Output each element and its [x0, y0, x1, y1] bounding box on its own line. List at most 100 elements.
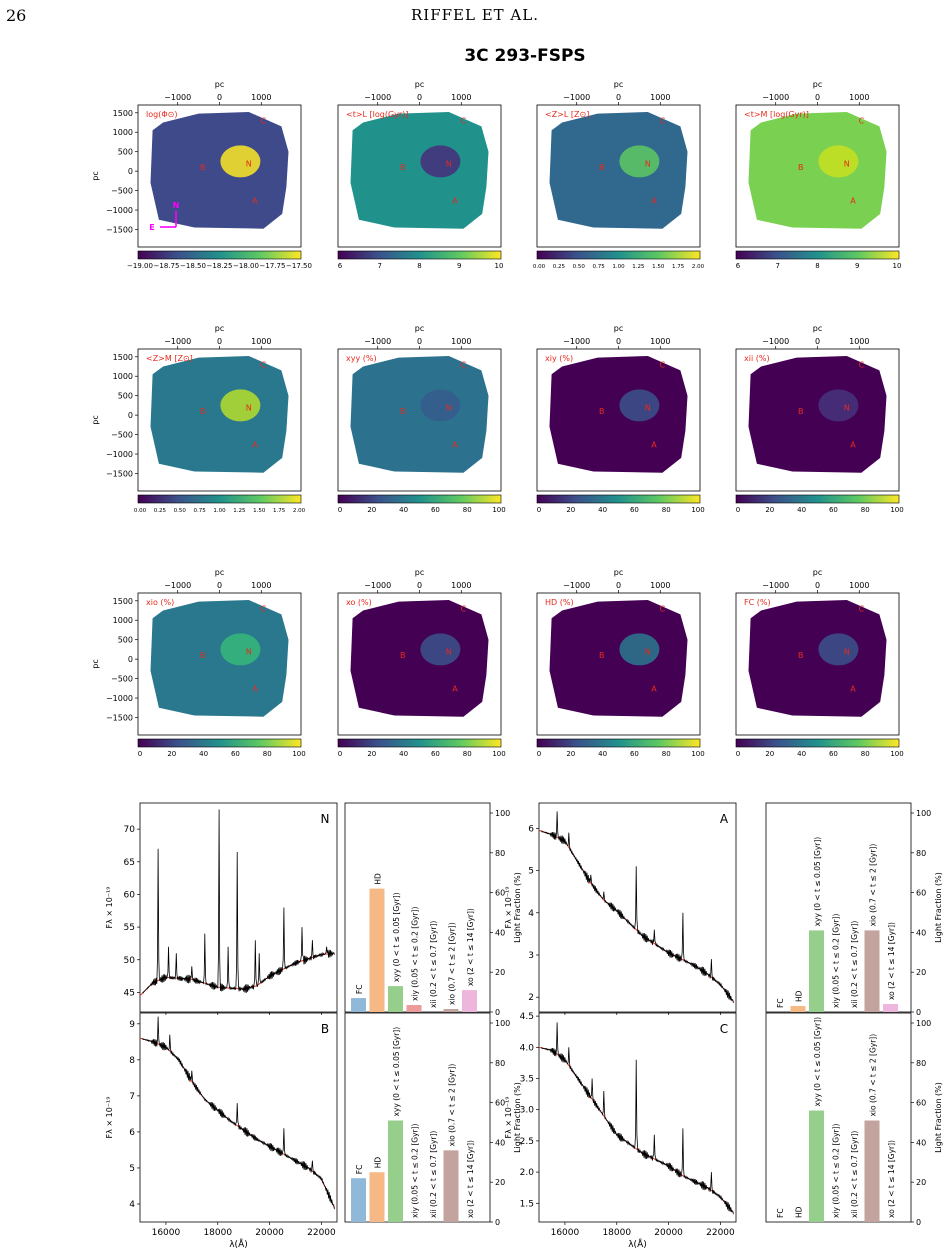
x-tick-label: 1000 [451, 581, 471, 590]
y-tick-label: −500 [111, 431, 133, 440]
observed-spectrum [541, 811, 734, 1004]
x-axis-label: pc [415, 324, 424, 333]
light-fraction-bar [388, 1120, 403, 1222]
x-tick-label: −1000 [364, 337, 391, 346]
bar-y-tick-label: 0 [916, 1008, 921, 1017]
colorbar-tick-label: 6 [736, 262, 741, 270]
x-tick-label: −1000 [164, 93, 191, 102]
light-fraction-bar [443, 1009, 459, 1012]
region-marker: A [252, 440, 258, 449]
colorbar-tick-label: 2.00 [293, 508, 306, 514]
map-panel: −1000 0 1000 pc xo (%) C B N A 0 20 40 60 80 100 [337, 568, 506, 758]
x-tick-label: 22000 [706, 1228, 735, 1238]
region-marker: C [660, 361, 666, 370]
bar-category-label: HD [374, 873, 383, 885]
region-marker: C [261, 605, 267, 614]
map-panel: −1000 0 1000pc150010005000−500−1000−1500pc… [91, 568, 306, 758]
colorbar [337, 250, 502, 260]
bar-category-label: xiy (0.05 < t ≤ 0.2 [Gyr]) [411, 1123, 420, 1218]
colorbar-tick-label: 40 [199, 750, 208, 758]
bar-y-tick-label: 20 [916, 1178, 926, 1187]
bar-y-tick-label: 100 [916, 1019, 931, 1028]
x-tick-label: 0 [815, 93, 820, 102]
bar-category-label: xiy (0.05 < t ≤ 0.2 [Gyr]) [832, 1123, 841, 1218]
bar-category-label: xiy (0.05 < t ≤ 0.2 [Gyr]) [832, 913, 841, 1008]
y-tick-label: 2.5 [520, 1137, 534, 1147]
region-marker: B [200, 651, 206, 660]
map-panel: −1000 0 1000pc150010005000−500−1000−1500pc… [91, 80, 312, 270]
light-fraction-bar [351, 1178, 366, 1222]
colorbar-tick-label: 0.00 [134, 508, 147, 514]
region-marker: A [850, 196, 856, 205]
x-tick-label: 16000 [551, 1228, 580, 1238]
x-tick-label: 0 [616, 581, 621, 590]
bar-category-label: xiy (0.05 < t ≤ 0.2 [Gyr]) [411, 907, 420, 1002]
y-tick-label: 55 [124, 923, 135, 933]
colorbar-tick-label: 100 [292, 750, 305, 758]
y-tick-label: 65 [124, 858, 135, 868]
y-tick-label: 3.5 [520, 1075, 534, 1085]
colorbar-tick-label: 100 [492, 506, 505, 514]
x-tick-label: 1000 [849, 581, 869, 590]
x-tick-label: 0 [217, 581, 222, 590]
bar-y-tick-label: 100 [916, 809, 931, 818]
colorbar-tick-label: 1.50 [652, 264, 665, 270]
map-panel-label: <t>L [log(Gyr)] [346, 110, 408, 119]
colorbar-tick-label: 20 [566, 750, 575, 758]
map-panel: −1000 0 1000 pc <t>M [log(Gyr)] C B N A 6 7 8 9 10 [735, 80, 901, 270]
bar-y-tick-label: 40 [495, 928, 505, 937]
x-axis-label: pc [813, 324, 822, 333]
colorbar-tick-label: 1.25 [233, 508, 246, 514]
x-tick-label: 16000 [152, 1228, 181, 1238]
colorbar-tick-label: 60 [431, 506, 440, 514]
region-marker: B [798, 651, 804, 660]
map-panel-label: <Z>M [Z⊙] [146, 354, 193, 363]
region-marker: N [645, 647, 651, 656]
map-panel-label: HD (%) [545, 598, 574, 607]
y-tick-label: 4.0 [520, 1043, 535, 1053]
map-feature [220, 633, 261, 666]
colorbar-tick-label: 100 [890, 506, 903, 514]
bar-y-tick-label: 60 [495, 889, 505, 898]
colorbar-tick-label: 100 [691, 750, 704, 758]
bar-y-axis-label: Light Fraction (%) [934, 1082, 943, 1153]
y-tick-label: 1000 [113, 616, 133, 625]
bar-y-tick-label: 20 [495, 1178, 505, 1187]
bar-y-tick-label: 100 [495, 1019, 510, 1028]
observed-spectrum [142, 1016, 335, 1210]
map-footprint [748, 600, 887, 717]
map-panel-label: xiy (%) [545, 354, 573, 363]
colorbar-tick-label: 8 [815, 262, 819, 270]
spectrum-panel: 45 50 55 60 65 70 Fλ × 10⁻¹⁹ N [105, 802, 338, 1015]
bar-category-label: xo (2 < t ≤ 14 [Gyr]) [466, 908, 475, 986]
observed-spectrum [142, 809, 335, 994]
region-marker: A [651, 684, 657, 693]
region-marker: N [645, 403, 651, 412]
colorbar-tick-label: 80 [861, 506, 870, 514]
y-tick-label: 60 [124, 890, 136, 900]
colorbar-tick-label: 40 [399, 506, 408, 514]
bar-y-tick-label: 20 [916, 968, 926, 977]
region-marker: B [599, 407, 605, 416]
observed-spectrum [541, 1022, 734, 1215]
x-tick-label: 22000 [307, 1228, 336, 1238]
bar-y-axis-label: Light Fraction (%) [934, 872, 943, 943]
map-panel-label: xio (%) [146, 598, 174, 607]
light-fraction-panel: 0 20 40 60 80 100 Light Fraction (%) FC HD xyy (0… [765, 1012, 943, 1227]
y-tick-label: 45 [124, 988, 135, 998]
map-feature [619, 389, 660, 422]
y-tick-label: 1500 [113, 109, 133, 118]
x-tick-label: 0 [417, 93, 422, 102]
region-marker: A [850, 684, 856, 693]
colorbar-tick-label: 60 [231, 750, 240, 758]
light-fraction-bar [864, 1120, 880, 1222]
region-marker: B [400, 407, 406, 416]
region-marker: C [461, 117, 467, 126]
x-tick-label: −1000 [164, 581, 191, 590]
map-footprint [150, 600, 289, 717]
x-tick-label: 18000 [203, 1228, 232, 1238]
map-panel: −1000 0 1000 pc xii (%) C B N A 0 20 40 60 80 100 [735, 324, 904, 514]
colorbar-tick-label: 20 [367, 750, 376, 758]
map-panel: −1000 0 1000 pc <Z>L [Z⊙] C B N A 0.00 0.25 0.50 0.7… [533, 80, 705, 270]
